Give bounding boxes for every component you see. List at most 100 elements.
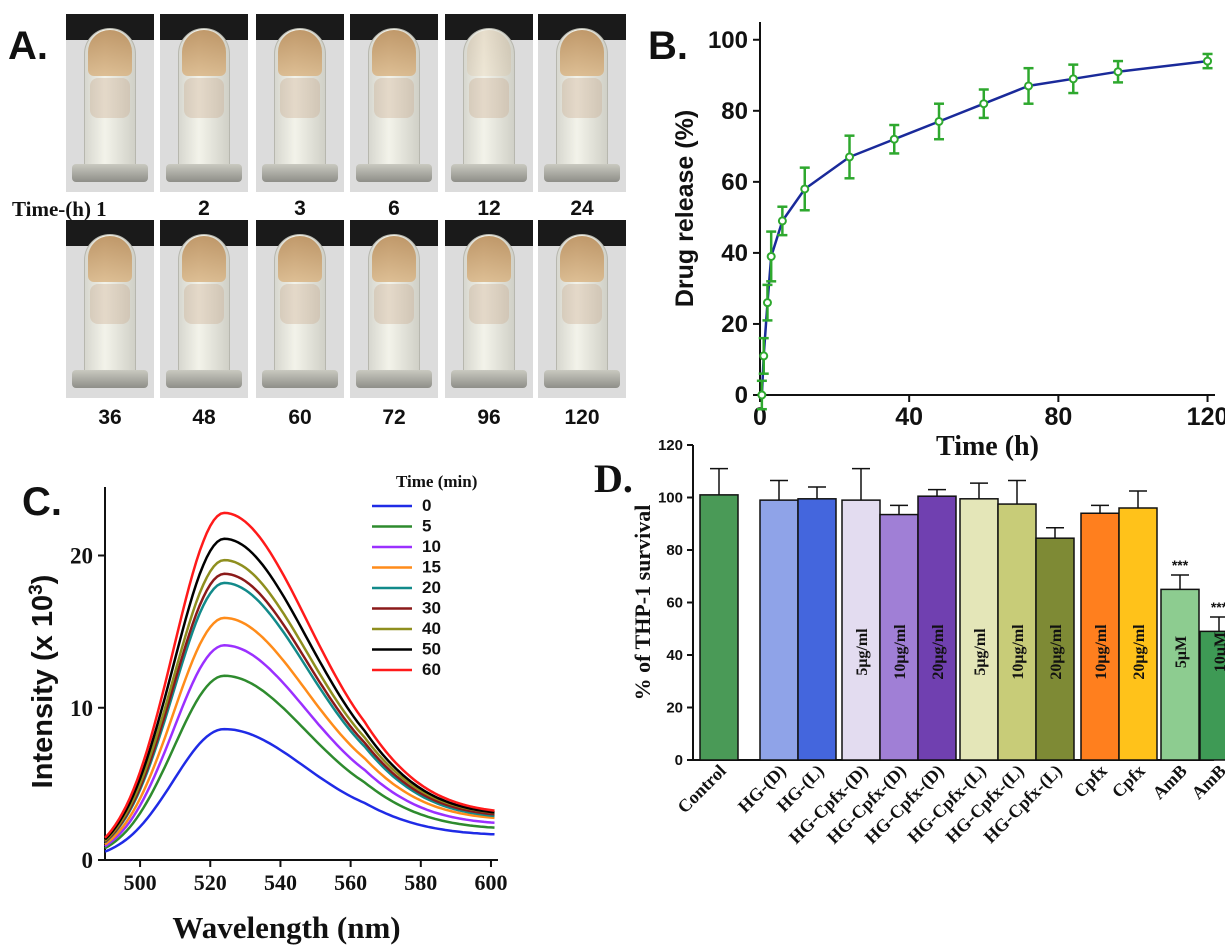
data-point	[845, 152, 855, 162]
panel-c-chart: 0 10 20 500 520 540 560 580 600 Wavelength (nm) In…	[26, 472, 507, 945]
significance-label: ***	[1172, 557, 1189, 573]
data-point	[1113, 67, 1123, 77]
y-tick-label: 100	[658, 490, 683, 507]
data-point	[766, 251, 776, 261]
tube-photo	[256, 220, 344, 398]
y-tick-label: 20	[721, 311, 748, 338]
y-tick-label: 40	[666, 647, 683, 664]
time-prefix-label: Time-(h) 1	[12, 197, 107, 221]
x-tick-label: 600	[474, 870, 507, 895]
data-point	[800, 184, 810, 194]
time-label: 60	[288, 406, 312, 429]
bar	[997, 503, 1037, 761]
bar-concentration-label: 5μg/ml	[972, 628, 989, 676]
bar	[917, 495, 957, 761]
data-point	[1203, 56, 1213, 66]
time-label: 6	[388, 197, 400, 220]
data-point	[934, 116, 944, 126]
y-tick-label: 60	[721, 169, 748, 196]
legend-title: Time (min)	[396, 472, 477, 491]
significance-label: ***	[1211, 599, 1225, 615]
y-tick-label: 10	[70, 696, 93, 721]
data-point	[759, 351, 769, 361]
x-axis-title: Wavelength (nm)	[172, 910, 400, 945]
tube-photo	[160, 220, 248, 398]
tube-photo	[538, 14, 626, 192]
bar	[879, 513, 919, 761]
data-point	[979, 99, 989, 109]
panel-a-letter: A.	[8, 24, 48, 68]
x-tick-label: 580	[404, 870, 437, 895]
category-label: AmB	[1187, 761, 1225, 803]
bar-concentration-label: 20μg/ml	[1048, 624, 1065, 680]
spectrum-line	[104, 511, 495, 839]
bar-concentration-label: 5μM	[1173, 636, 1190, 668]
y-tick-label: 20	[666, 700, 683, 717]
y-tick-label: 80	[666, 542, 683, 559]
time-label: 2	[198, 197, 210, 220]
y-axis-title: Drug release (%)	[671, 110, 699, 307]
bar	[797, 498, 837, 761]
y-tick-label: 0	[735, 382, 748, 409]
data-point	[1024, 81, 1034, 91]
data-point	[762, 298, 772, 308]
bar	[1080, 512, 1120, 761]
bar	[1118, 507, 1158, 761]
spectrum-line	[104, 616, 495, 846]
bar	[759, 499, 799, 761]
tube-photo	[445, 220, 533, 398]
data-point	[1068, 74, 1078, 84]
tube-photo	[66, 220, 154, 398]
y-tick-label: 0	[675, 752, 683, 769]
y-tick-label: 80	[721, 98, 748, 125]
data-point	[889, 134, 899, 144]
bar	[959, 498, 999, 761]
bar	[841, 499, 881, 761]
x-tick-label: 80	[1044, 403, 1072, 431]
data-point	[757, 390, 767, 400]
tube-photo	[350, 14, 438, 192]
x-tick-label: 540	[264, 870, 297, 895]
bar-concentration-label: 10μg/ml	[1093, 624, 1110, 680]
data-point	[777, 216, 787, 226]
spectrum-line	[104, 558, 495, 842]
category-label: Cpfx	[1108, 761, 1149, 802]
tube-photo	[66, 14, 154, 192]
time-label: 3	[294, 197, 306, 220]
y-tick-label: 60	[666, 595, 683, 612]
panel-c-letter: C.	[22, 480, 62, 524]
bar-concentration-label: 10μg/ml	[1010, 624, 1027, 680]
legend-label: 50	[422, 640, 441, 659]
x-axis-title: Time (h)	[936, 431, 1039, 462]
legend-label: 60	[422, 660, 441, 679]
spectrum-line	[104, 644, 495, 848]
legend-label: 10	[422, 537, 441, 556]
x-tick-label: 560	[334, 870, 367, 895]
tube-photo	[538, 220, 626, 398]
y-tick-label: 120	[658, 437, 683, 454]
legend-label: 30	[422, 599, 441, 618]
bar	[1160, 588, 1200, 761]
legend-label: 0	[422, 496, 431, 515]
tube-photo	[350, 220, 438, 398]
bar	[699, 494, 739, 761]
panel-b-letter: B.	[648, 24, 688, 68]
y-tick-label: 20	[70, 544, 93, 569]
tube-photo	[160, 14, 248, 192]
spectrum-line	[104, 727, 495, 853]
panel-d-letter: D.	[594, 456, 633, 501]
bar-concentration-label: 10μg/ml	[892, 624, 909, 680]
bar	[1035, 537, 1075, 761]
panel-d-chart: 0 20 40 60 80 100 120 % of THP-1 survival Contro…	[630, 437, 1225, 848]
spectrum-line	[104, 537, 495, 841]
y-tick-label: 40	[721, 240, 748, 267]
x-tick-label: 520	[194, 870, 227, 895]
spectrum-line	[104, 572, 495, 843]
bar	[1199, 630, 1225, 761]
y-axis-title: Intensity (x 103)	[26, 575, 59, 789]
time-label: 96	[477, 406, 501, 429]
y-axis-title: % of THP-1 survival	[630, 505, 655, 701]
x-tick-label: 500	[124, 870, 157, 895]
spectrum-line	[104, 581, 495, 844]
